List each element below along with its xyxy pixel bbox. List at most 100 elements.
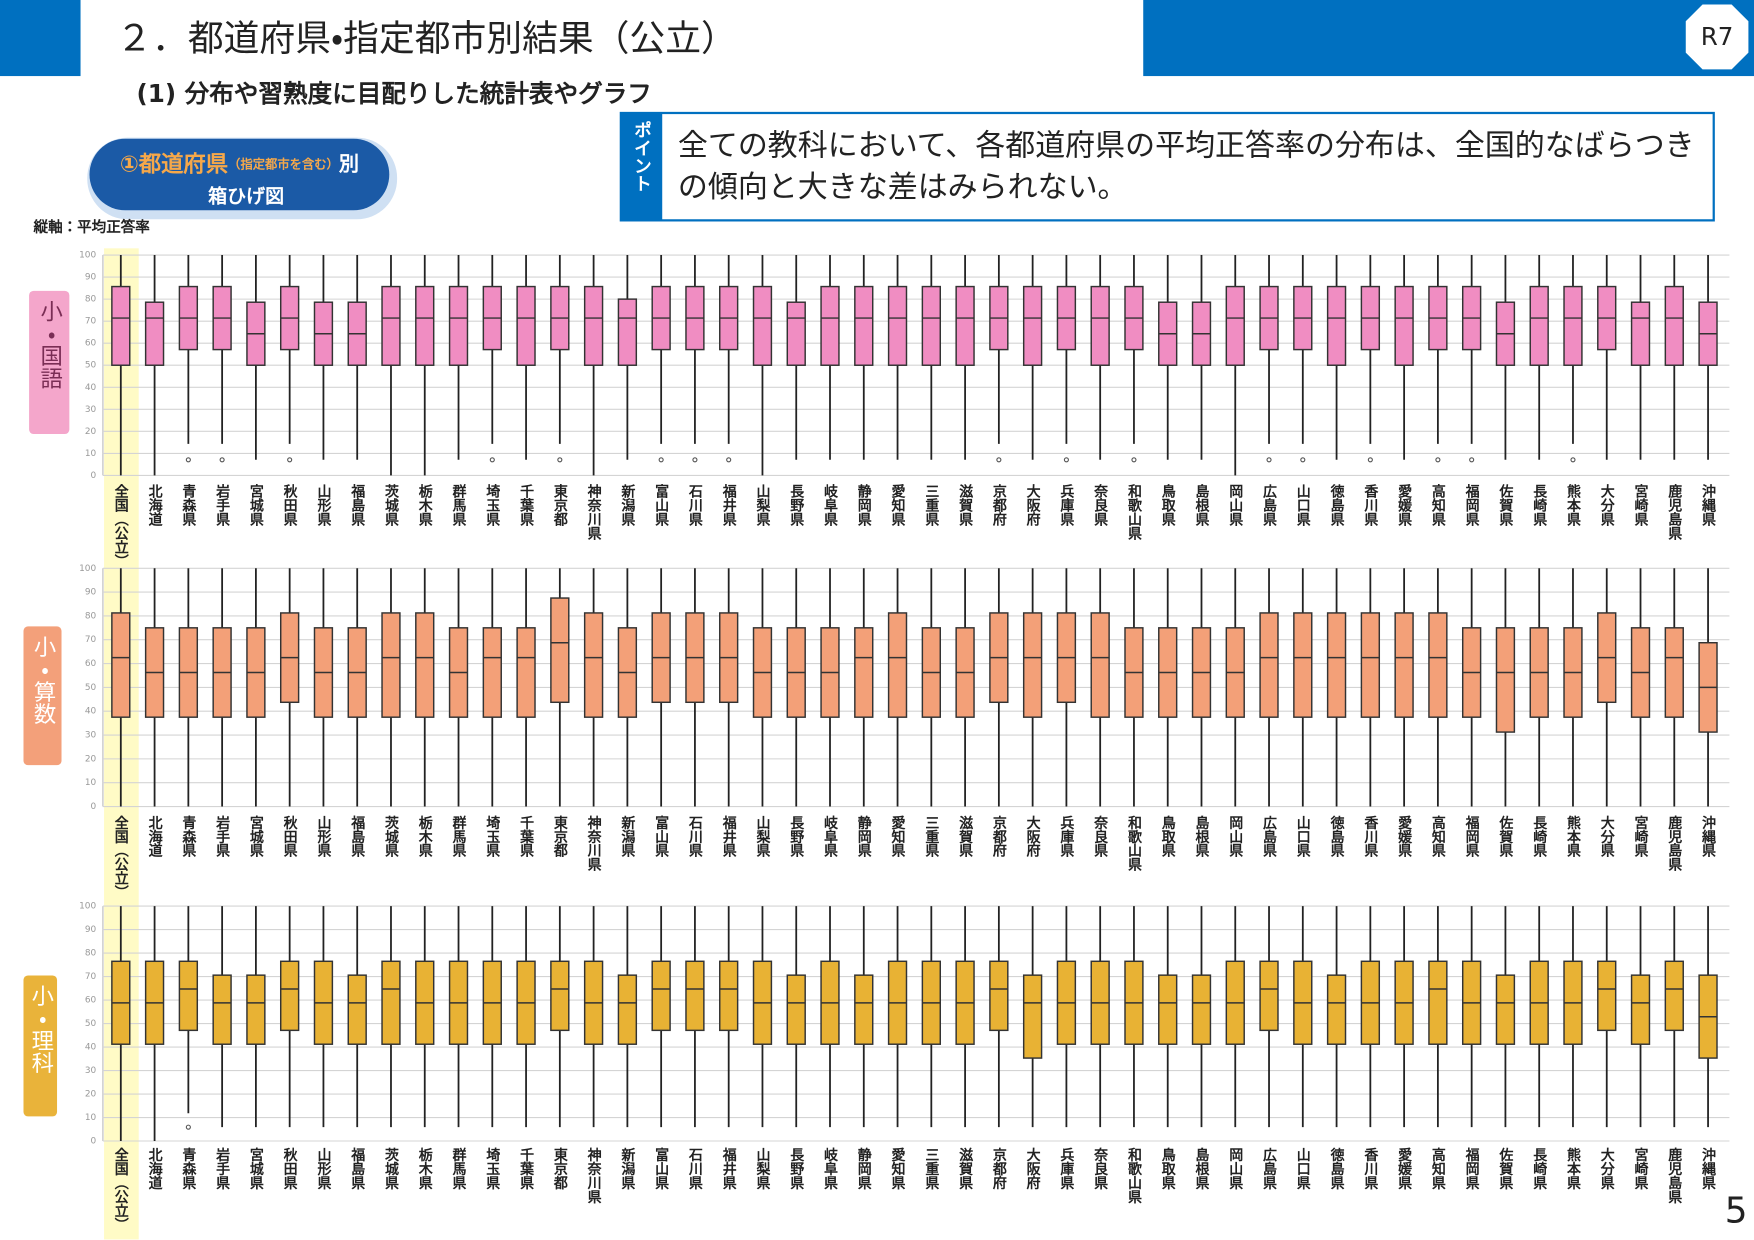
- y-tick-label: 20: [85, 754, 97, 764]
- box: [921, 285, 941, 366]
- x-tick-label: 島根県: [1193, 484, 1209, 528]
- x-tick-label: 大阪府: [1025, 815, 1041, 859]
- box: [1326, 612, 1347, 718]
- x-tick-label: 京都府: [991, 815, 1008, 858]
- x-tick-label: 群馬県: [451, 815, 468, 859]
- subject-box: [29, 290, 70, 435]
- x-tick-label: 秋田県: [282, 1147, 298, 1191]
- y-tick-label: 70: [85, 317, 97, 327]
- x-tick-label: 青森県: [180, 1147, 196, 1191]
- x-tick-label: 鳥取県: [1160, 1147, 1176, 1191]
- box: [279, 960, 300, 1032]
- x-tick-label: 愛媛県: [1396, 815, 1412, 859]
- x-tick-label: 京都府: [991, 1148, 1008, 1191]
- outlier: [1469, 457, 1475, 463]
- axis-note: 縦軸：平均正答率: [33, 218, 151, 236]
- box: [1529, 285, 1549, 366]
- x-tick-label: 山口県: [1295, 484, 1311, 527]
- x-tick-label: 山形県: [315, 815, 331, 858]
- y-tick-label: 50: [85, 361, 97, 371]
- x-tick-label: 新潟県: [619, 484, 636, 528]
- x-tick-label: 静岡県: [856, 815, 872, 859]
- outlier: [1063, 457, 1069, 463]
- x-tick-label: 岡山県: [1227, 815, 1243, 858]
- x-tick-label: 大阪府: [1025, 1147, 1041, 1191]
- box: [1630, 974, 1651, 1045]
- x-tick-label: 神奈川県: [586, 484, 603, 542]
- box: [1630, 301, 1651, 366]
- y-tick-label: 10: [85, 778, 97, 788]
- x-tick-label: 大分県: [1599, 1147, 1616, 1191]
- box: [887, 612, 908, 718]
- box: [1428, 612, 1448, 718]
- subject-label: 小・国語: [37, 299, 63, 389]
- box: [415, 612, 435, 718]
- y-tick-label: 80: [85, 949, 97, 959]
- x-tick-label: 徳島県: [1329, 815, 1346, 859]
- x-tick-label: 長崎県: [1531, 1148, 1547, 1191]
- y-tick-label: 90: [85, 588, 97, 598]
- x-tick-label: 長崎県: [1531, 484, 1547, 527]
- box: [246, 974, 266, 1045]
- box: [820, 285, 840, 366]
- x-tick-label: 山梨県: [754, 815, 771, 858]
- x-tick-label: 宮崎県: [1633, 1147, 1649, 1191]
- outlier: [996, 457, 1002, 463]
- outlier: [1266, 457, 1272, 463]
- x-tick-label: 岩手県: [214, 815, 231, 859]
- box: [1563, 285, 1583, 366]
- x-tick-label: 鹿児島県: [1666, 484, 1683, 542]
- x-tick-label: 徳島県: [1329, 484, 1346, 528]
- y-tick-label: 40: [85, 1043, 97, 1053]
- x-tick-label: 鹿児島県: [1666, 815, 1683, 873]
- box: [1597, 960, 1617, 1032]
- x-tick-label: 岩手県: [214, 484, 231, 528]
- subject-box: [23, 626, 62, 766]
- box: [550, 960, 570, 1032]
- outlier: [1131, 457, 1137, 463]
- y-tick-label: 30: [85, 405, 97, 415]
- box: [887, 285, 908, 366]
- x-tick-label: 北海道: [147, 815, 163, 858]
- x-tick-label: 岐阜県: [822, 484, 838, 528]
- box: [1394, 612, 1414, 718]
- box: [1090, 612, 1110, 718]
- box: [448, 285, 469, 366]
- x-tick-label: 山形県: [315, 484, 331, 527]
- y-tick-label: 50: [85, 1019, 97, 1029]
- box: [1664, 285, 1684, 366]
- x-tick-label: 鳥取県: [1160, 815, 1176, 859]
- x-tick-label: 山口県: [1295, 815, 1311, 858]
- box: [1326, 974, 1347, 1045]
- x-tick-label: 栃木県: [417, 815, 434, 859]
- y-tick-label: 60: [85, 659, 97, 669]
- x-tick-label: 青森県: [180, 484, 196, 528]
- x-tick-label: 福島県: [349, 815, 366, 859]
- page-number: 5: [1725, 1191, 1748, 1232]
- x-tick-label: 三重県: [923, 1148, 939, 1191]
- x-tick-label: 熊本県: [1565, 815, 1582, 859]
- box: [1259, 960, 1279, 1032]
- x-tick-label: 新潟県: [619, 815, 636, 859]
- x-tick-label: 石川県: [687, 1148, 704, 1191]
- y-tick-label: 60: [85, 996, 97, 1006]
- box: [1326, 285, 1347, 366]
- box: [583, 285, 604, 366]
- x-tick-label: 東京都: [552, 815, 569, 859]
- x-tick-label: 愛知県: [890, 1147, 906, 1191]
- x-tick-label: 大阪府: [1025, 484, 1041, 528]
- x-tick-label: 千葉県: [518, 484, 535, 528]
- box: [854, 627, 874, 718]
- x-tick-label: 広島県: [1261, 484, 1277, 528]
- outlier: [1367, 457, 1373, 463]
- y-tick-label: 90: [85, 925, 97, 935]
- x-tick-label: 岐阜県: [822, 815, 838, 859]
- outlier: [219, 457, 225, 463]
- box: [1428, 960, 1448, 1045]
- x-tick-label: 佐賀県: [1497, 484, 1514, 528]
- x-tick-label: 兵庫県: [1058, 1147, 1074, 1191]
- x-tick-label: 神奈川県: [586, 1147, 603, 1205]
- box: [1090, 285, 1110, 366]
